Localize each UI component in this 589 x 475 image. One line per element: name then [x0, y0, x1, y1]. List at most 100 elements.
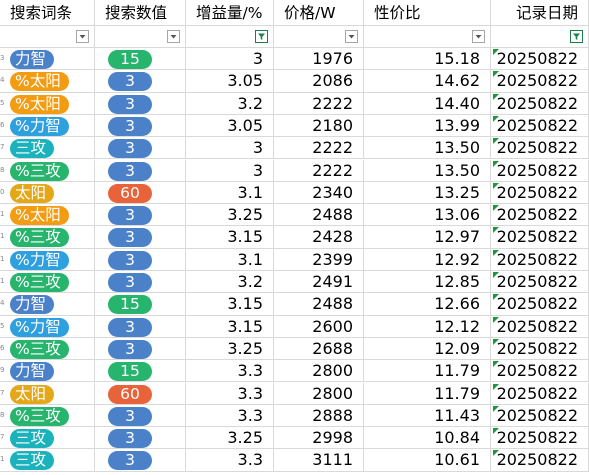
- cell-record-date[interactable]: 20250822: [491, 181, 589, 205]
- cell-search-value[interactable]: 3: [95, 404, 186, 428]
- cell-record-date[interactable]: 20250822: [491, 271, 589, 294]
- cell-record-date[interactable]: 20250822: [491, 92, 589, 115]
- cell-search-term[interactable]: 5 %力智: [0, 315, 95, 338]
- cell-price[interactable]: 2180: [274, 114, 364, 138]
- cell-price[interactable]: 2998: [274, 427, 364, 450]
- cell-search-value[interactable]: 3: [95, 226, 186, 249]
- cell-search-value[interactable]: 3: [95, 427, 186, 450]
- cell-gain[interactable]: 3.3: [186, 360, 274, 383]
- cell-price[interactable]: 2688: [274, 337, 364, 361]
- cell-cost-performance[interactable]: 12.66: [364, 293, 491, 316]
- header-cost-performance[interactable]: 性价比: [364, 0, 491, 26]
- cell-gain[interactable]: 3: [186, 137, 274, 160]
- cell-record-date[interactable]: 20250822: [491, 404, 589, 428]
- cell-gain[interactable]: 3.1: [186, 248, 274, 271]
- cell-price[interactable]: 2086: [274, 70, 364, 93]
- header-search-term[interactable]: 搜索词条: [0, 0, 95, 26]
- cell-cost-performance[interactable]: 12.92: [364, 248, 491, 271]
- cell-record-date[interactable]: 20250822: [491, 114, 589, 138]
- cell-cost-performance[interactable]: 10.84: [364, 427, 491, 450]
- cell-gain[interactable]: 3.1: [186, 181, 274, 205]
- cell-cost-performance[interactable]: 15.18: [364, 48, 491, 71]
- cell-search-term[interactable]: 5 %太阳: [0, 92, 95, 115]
- cell-search-value[interactable]: 3: [95, 204, 186, 227]
- cell-gain[interactable]: 3.25: [186, 337, 274, 361]
- cell-gain[interactable]: 3.15: [186, 226, 274, 249]
- cell-gain[interactable]: 3.15: [186, 315, 274, 338]
- cell-price[interactable]: 2222: [274, 137, 364, 160]
- cell-gain[interactable]: 3.25: [186, 427, 274, 450]
- cell-search-value[interactable]: 15: [95, 293, 186, 316]
- cell-price[interactable]: 2491: [274, 271, 364, 294]
- cell-gain[interactable]: 3.05: [186, 70, 274, 93]
- cell-search-term[interactable]: 7 三攻: [0, 427, 95, 450]
- cell-cost-performance[interactable]: 10.61: [364, 449, 491, 472]
- cell-search-term[interactable]: 7 太阳: [0, 382, 95, 405]
- header-gain[interactable]: 增益量/%: [186, 0, 274, 26]
- cell-cost-performance[interactable]: 13.50: [364, 159, 491, 182]
- cell-gain[interactable]: 3.2: [186, 92, 274, 115]
- cell-search-term[interactable]: 0 太阳: [0, 181, 95, 205]
- cell-cost-performance[interactable]: 13.50: [364, 137, 491, 160]
- cell-record-date[interactable]: 20250822: [491, 204, 589, 227]
- cell-search-term[interactable]: 3 力智: [0, 48, 95, 71]
- cell-search-term[interactable]: 8 %三攻: [0, 159, 95, 182]
- cell-search-value[interactable]: 3: [95, 159, 186, 182]
- cell-cost-performance[interactable]: 12.09: [364, 337, 491, 361]
- cell-record-date[interactable]: 20250822: [491, 293, 589, 316]
- cell-search-term[interactable]: 6 %三攻: [0, 337, 95, 361]
- cell-price[interactable]: 3111: [274, 449, 364, 472]
- cell-price[interactable]: 2340: [274, 181, 364, 205]
- header-search-value[interactable]: 搜索数值: [95, 0, 186, 26]
- cell-price[interactable]: 2800: [274, 382, 364, 405]
- filter-dropdown-icon[interactable]: [472, 30, 485, 43]
- cell-search-term[interactable]: 8 %三攻: [0, 404, 95, 428]
- cell-gain[interactable]: 3.3: [186, 404, 274, 428]
- cell-cost-performance[interactable]: 13.99: [364, 114, 491, 138]
- cell-cost-performance[interactable]: 12.12: [364, 315, 491, 338]
- cell-search-value[interactable]: 3: [95, 271, 186, 294]
- cell-cost-performance[interactable]: 12.85: [364, 271, 491, 294]
- cell-price[interactable]: 2600: [274, 315, 364, 338]
- cell-gain[interactable]: 3.3: [186, 382, 274, 405]
- header-price[interactable]: 价格/W: [274, 0, 364, 26]
- cell-price[interactable]: 2222: [274, 159, 364, 182]
- cell-search-term[interactable]: 9 力智: [0, 360, 95, 383]
- cell-price[interactable]: 1976: [274, 48, 364, 71]
- cell-record-date[interactable]: 20250822: [491, 248, 589, 271]
- cell-search-value[interactable]: 60: [95, 382, 186, 405]
- cell-search-value[interactable]: 3: [95, 70, 186, 93]
- cell-search-term[interactable]: 1 %太阳: [0, 204, 95, 227]
- cell-search-term[interactable]: 7 三攻: [0, 137, 95, 160]
- cell-record-date[interactable]: 20250822: [491, 337, 589, 361]
- cell-record-date[interactable]: 20250822: [491, 449, 589, 472]
- cell-price[interactable]: 2888: [274, 404, 364, 428]
- cell-search-value[interactable]: 60: [95, 181, 186, 205]
- filter-dropdown-icon[interactable]: [345, 30, 358, 43]
- cell-search-term[interactable]: 4 %太阳: [0, 70, 95, 93]
- cell-search-value[interactable]: 15: [95, 48, 186, 71]
- cell-price[interactable]: 2800: [274, 360, 364, 383]
- cell-gain[interactable]: 3.15: [186, 293, 274, 316]
- cell-record-date[interactable]: 20250822: [491, 48, 589, 71]
- cell-price[interactable]: 2428: [274, 226, 364, 249]
- cell-price[interactable]: 2488: [274, 204, 364, 227]
- filter-dropdown-icon[interactable]: [76, 30, 89, 43]
- cell-record-date[interactable]: 20250822: [491, 70, 589, 93]
- cell-search-term[interactable]: 6 %力智: [0, 114, 95, 138]
- filter-active-icon[interactable]: [255, 30, 268, 43]
- cell-search-value[interactable]: 3: [95, 248, 186, 271]
- cell-cost-performance[interactable]: 13.06: [364, 204, 491, 227]
- cell-cost-performance[interactable]: 12.97: [364, 226, 491, 249]
- cell-record-date[interactable]: 20250822: [491, 427, 589, 450]
- cell-gain[interactable]: 3.2: [186, 271, 274, 294]
- cell-search-term[interactable]: 1 %三攻: [0, 226, 95, 249]
- cell-record-date[interactable]: 20250822: [491, 159, 589, 182]
- cell-cost-performance[interactable]: 11.43: [364, 404, 491, 428]
- cell-search-value[interactable]: 3: [95, 92, 186, 115]
- cell-gain[interactable]: 3: [186, 159, 274, 182]
- cell-record-date[interactable]: 20250822: [491, 137, 589, 160]
- cell-search-term[interactable]: 4 力智: [0, 293, 95, 316]
- cell-cost-performance[interactable]: 11.79: [364, 382, 491, 405]
- cell-cost-performance[interactable]: 13.25: [364, 181, 491, 205]
